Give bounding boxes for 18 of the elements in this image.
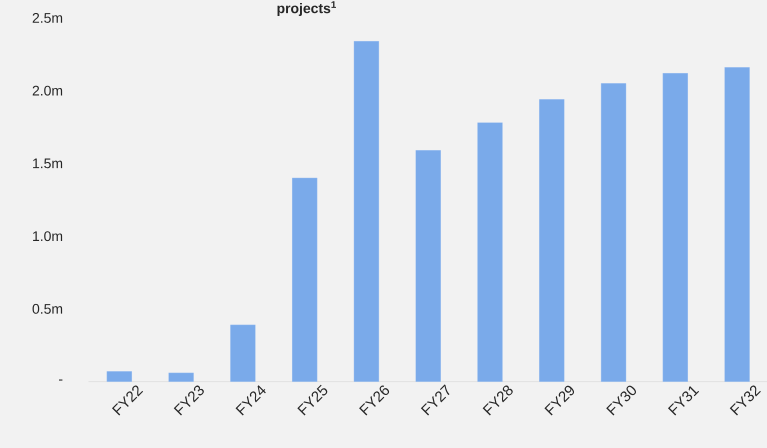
bar [106,371,132,382]
bar [477,122,503,382]
bar [230,324,256,382]
bar [539,99,564,382]
y-tick-label: 1.5m [33,158,62,168]
y-tick-label: 1.0m [33,231,62,241]
bar [416,150,441,382]
y-tick-label: 0.5m [32,304,62,314]
bar [354,40,380,382]
bar [724,67,750,382]
bar [662,72,688,382]
y-tick-label: - [59,379,62,380]
bar [168,372,194,382]
y-tick-label: 2.0m [32,86,62,96]
chart-title: projects$^{1}$ [277,1,336,16]
bar [600,83,626,382]
y-tick-label: 2.5m [32,12,62,23]
bar [292,178,318,382]
